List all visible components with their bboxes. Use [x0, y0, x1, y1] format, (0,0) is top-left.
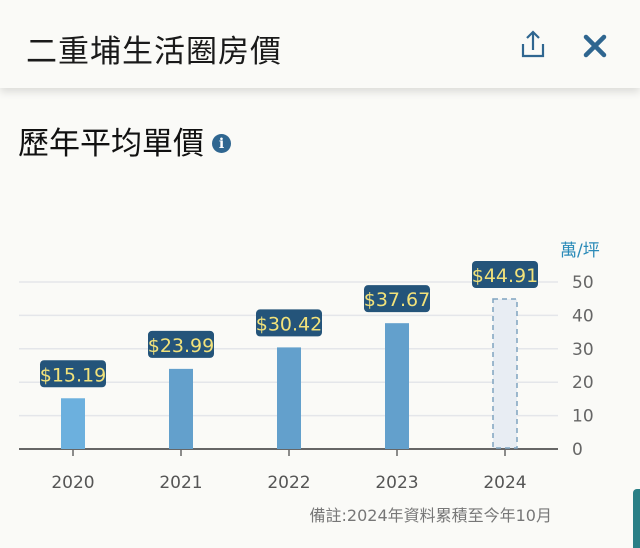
chart-note: 備註:2024年資料累積至今年10月 [310, 506, 552, 525]
data-label-box [364, 285, 430, 313]
data-label: $37.67 [364, 289, 430, 311]
data-label: $23.99 [148, 335, 214, 357]
y-tick-label: 10 [572, 407, 594, 427]
share-button[interactable] [516, 28, 550, 62]
bar-chart: 0 10 20 30 40 50 $15.19 2020 $23.99 2021 $30.42 20… [19, 241, 600, 525]
bar [385, 323, 409, 449]
data-label: $30.42 [256, 313, 322, 335]
page-title: 二重埔生活圈房價 [26, 34, 282, 70]
header: 二重埔生活圈房價 [0, 0, 640, 88]
y-axis-label: 萬/坪 [560, 241, 600, 261]
data-label: $15.19 [40, 364, 106, 386]
share-icon [521, 30, 545, 58]
x-tick-label: 2023 [375, 473, 418, 493]
y-tick-label: 20 [572, 373, 594, 393]
y-tick-label: 50 [572, 273, 594, 293]
close-icon [583, 34, 607, 58]
data-label-box [40, 360, 106, 388]
y-tick-label: 40 [572, 306, 594, 326]
bar [169, 368, 193, 449]
x-tick-label: 2024 [483, 473, 526, 493]
section-title: 歷年平均單價 [18, 126, 204, 162]
info-icon[interactable]: i [212, 134, 231, 153]
y-tick-label: 30 [572, 340, 594, 360]
section-heading: 歷年平均單價 i [18, 118, 231, 163]
data-label-box [148, 330, 214, 358]
x-tick-label: 2022 [267, 473, 310, 493]
y-tick-label: 0 [572, 440, 583, 460]
x-tick-label: 2020 [51, 473, 94, 493]
bar [61, 398, 85, 449]
bar-estimated [492, 298, 518, 449]
data-label: $44.91 [472, 265, 538, 287]
data-label-box [256, 309, 322, 337]
x-tick-label: 2021 [159, 473, 202, 493]
side-tab[interactable] [633, 489, 640, 548]
bar [277, 347, 301, 449]
data-label-box [472, 261, 538, 289]
close-button[interactable] [578, 28, 612, 62]
